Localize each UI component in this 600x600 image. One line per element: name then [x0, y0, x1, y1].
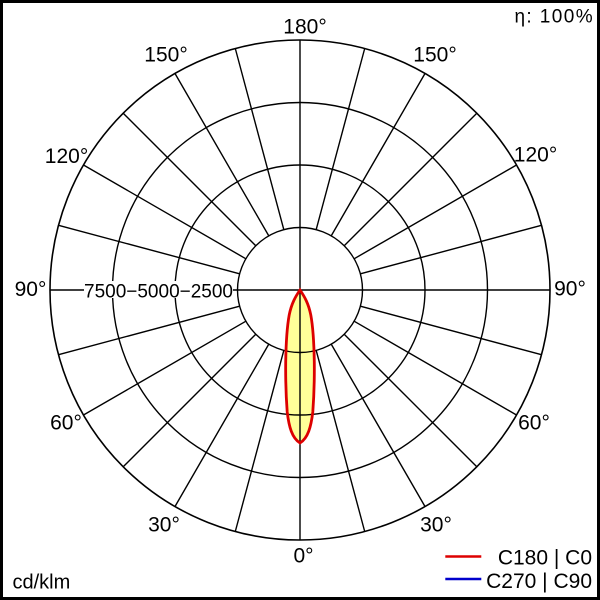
svg-text:120°: 120°	[45, 145, 88, 168]
svg-text:7500−5000−2500: 7500−5000−2500	[84, 282, 233, 303]
svg-text:90°: 90°	[15, 278, 47, 301]
svg-text:60°: 60°	[518, 412, 550, 435]
svg-text:30°: 30°	[148, 514, 180, 537]
svg-text:120°: 120°	[514, 144, 557, 167]
svg-text:C270 | C90: C270 | C90	[486, 570, 592, 593]
svg-text:150°: 150°	[413, 44, 456, 67]
svg-text:60°: 60°	[50, 412, 82, 435]
svg-text:C180 | C0: C180 | C0	[498, 546, 592, 569]
svg-text:180°: 180°	[283, 16, 326, 39]
svg-text:30°: 30°	[420, 514, 452, 537]
svg-text:cd/klm: cd/klm	[13, 571, 71, 593]
svg-text:150°: 150°	[144, 44, 187, 67]
svg-text:90°: 90°	[554, 278, 586, 301]
svg-text:0°: 0°	[293, 545, 313, 568]
svg-text:η: 100%: η: 100%	[514, 7, 594, 28]
